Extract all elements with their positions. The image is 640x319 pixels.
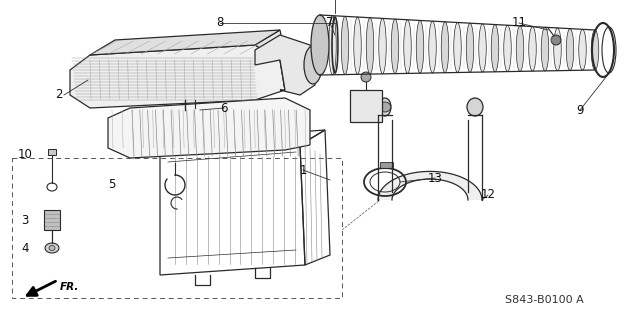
Ellipse shape [579, 29, 586, 70]
Bar [380, 162, 393, 168]
Ellipse shape [516, 26, 524, 71]
Ellipse shape [441, 22, 449, 73]
Ellipse shape [341, 16, 349, 75]
Text: 10: 10 [17, 149, 33, 161]
Ellipse shape [454, 23, 461, 72]
Text: 11: 11 [511, 17, 527, 29]
Text: 9: 9 [576, 103, 584, 116]
Ellipse shape [467, 23, 474, 72]
Ellipse shape [591, 30, 599, 70]
Ellipse shape [49, 246, 55, 250]
Circle shape [361, 72, 371, 82]
Ellipse shape [380, 102, 390, 112]
Ellipse shape [45, 243, 59, 253]
Ellipse shape [492, 25, 499, 72]
Ellipse shape [366, 18, 374, 74]
Ellipse shape [379, 98, 391, 116]
Ellipse shape [379, 19, 387, 74]
Ellipse shape [316, 15, 324, 75]
Ellipse shape [566, 29, 573, 70]
Text: 1: 1 [300, 164, 307, 176]
Polygon shape [108, 98, 310, 158]
Ellipse shape [391, 19, 399, 74]
Ellipse shape [504, 25, 511, 71]
Ellipse shape [529, 26, 536, 71]
Text: 7: 7 [326, 17, 333, 29]
Text: 6: 6 [220, 101, 228, 115]
Text: S843-B0100 A: S843-B0100 A [505, 295, 584, 305]
Ellipse shape [404, 20, 412, 73]
Polygon shape [378, 171, 482, 200]
Text: 8: 8 [216, 17, 224, 29]
Ellipse shape [329, 16, 336, 75]
FancyBboxPatch shape [48, 149, 56, 155]
Ellipse shape [554, 28, 561, 71]
Ellipse shape [467, 98, 483, 116]
Polygon shape [70, 45, 285, 108]
Text: 13: 13 [428, 172, 442, 184]
Ellipse shape [416, 20, 424, 73]
Text: 2: 2 [55, 88, 63, 101]
Polygon shape [255, 35, 315, 95]
FancyBboxPatch shape [44, 210, 60, 230]
Text: FR.: FR. [60, 282, 79, 292]
Circle shape [551, 35, 561, 45]
Ellipse shape [429, 21, 436, 73]
Ellipse shape [311, 15, 329, 75]
Text: 12: 12 [481, 189, 495, 202]
FancyBboxPatch shape [350, 90, 382, 122]
Ellipse shape [354, 17, 361, 74]
Text: 3: 3 [21, 213, 29, 226]
Ellipse shape [541, 27, 548, 71]
Text: 4: 4 [21, 241, 29, 255]
Polygon shape [90, 30, 280, 55]
Text: 5: 5 [108, 179, 116, 191]
Polygon shape [255, 30, 285, 90]
Ellipse shape [304, 46, 322, 84]
Ellipse shape [479, 24, 486, 72]
